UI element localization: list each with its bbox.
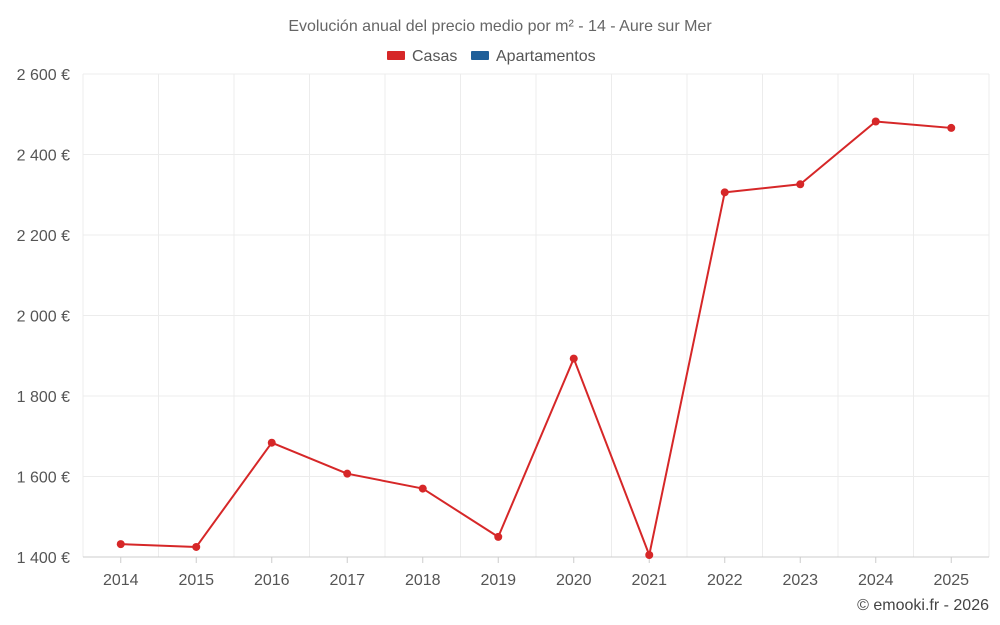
x-tick-label: 2018 xyxy=(405,572,441,589)
x-tick-label: 2023 xyxy=(782,572,818,589)
y-tick-label: 1 400 € xyxy=(17,550,70,567)
x-tick-label: 2019 xyxy=(480,572,516,589)
x-tick-label: 2025 xyxy=(933,572,969,589)
x-tick-label: 2024 xyxy=(858,572,894,589)
data-point-casas[interactable] xyxy=(947,124,955,132)
data-point-casas[interactable] xyxy=(796,180,804,188)
legend-label-casas[interactable]: Casas xyxy=(412,48,457,65)
y-tick-label: 2 000 € xyxy=(17,309,70,326)
x-tick-label: 2020 xyxy=(556,572,592,589)
y-tick-label: 2 200 € xyxy=(17,228,70,245)
data-point-casas[interactable] xyxy=(872,117,880,125)
data-point-casas[interactable] xyxy=(494,533,502,541)
legend-label-apartamentos[interactable]: Apartamentos xyxy=(496,48,596,65)
y-tick-label: 2 600 € xyxy=(17,67,70,84)
data-point-casas[interactable] xyxy=(268,439,276,447)
chart-title: Evolución anual del precio medio por m² … xyxy=(288,18,712,35)
data-point-casas[interactable] xyxy=(645,551,653,559)
legend-swatch-apartamentos[interactable] xyxy=(471,51,489,60)
x-tick-label: 2015 xyxy=(178,572,214,589)
x-tick-label: 2017 xyxy=(329,572,365,589)
data-point-casas[interactable] xyxy=(343,470,351,478)
data-point-casas[interactable] xyxy=(192,543,200,551)
y-tick-label: 1 600 € xyxy=(17,470,70,487)
x-tick-label: 2014 xyxy=(103,572,139,589)
legend: Casas Apartamentos xyxy=(387,48,596,65)
data-point-casas[interactable] xyxy=(419,485,427,493)
grid xyxy=(83,74,989,557)
legend-swatch-casas[interactable] xyxy=(387,51,405,60)
data-point-casas[interactable] xyxy=(117,540,125,548)
data-point-casas[interactable] xyxy=(570,355,578,363)
y-tick-label: 1 800 € xyxy=(17,389,70,406)
y-tick-label: 2 400 € xyxy=(17,148,70,165)
x-tick-label: 2016 xyxy=(254,572,290,589)
x-tick-label: 2021 xyxy=(631,572,667,589)
data-point-casas[interactable] xyxy=(721,188,729,196)
credit-label: © emooki.fr - 2026 xyxy=(857,597,989,614)
axes: 1 400 € 1 600 € 1 800 € 2 000 € 2 200 € 2 400… xyxy=(17,67,970,589)
x-tick-label: 2022 xyxy=(707,572,743,589)
